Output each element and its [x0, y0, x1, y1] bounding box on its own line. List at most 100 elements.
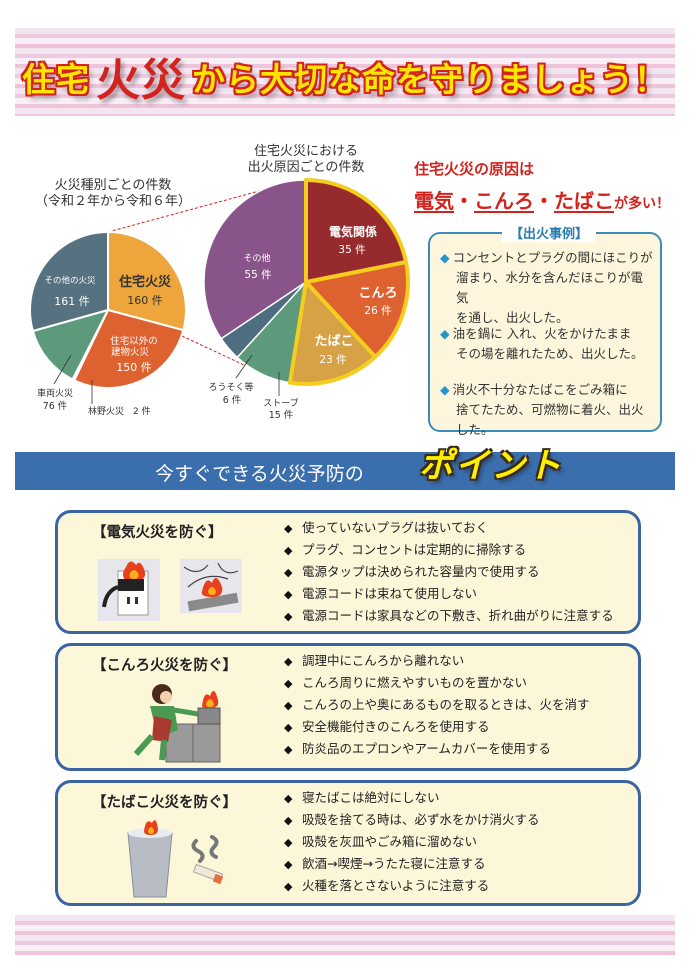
case-text: を通し、出火した。	[456, 310, 569, 325]
label-jutaku: 住宅火災	[119, 274, 172, 290]
diamond-bullet-icon: ◆	[284, 588, 293, 601]
diamond-bullet-icon: ◆	[440, 326, 450, 341]
leader-rousoku	[235, 354, 253, 379]
tangled-cords-icon	[183, 562, 239, 588]
section-point-emphasis: ポイント	[419, 446, 563, 486]
right-chart-title-line2: 出火原因ごとの件数	[247, 160, 365, 175]
slice-sonota-kasai	[29, 230, 109, 333]
tip-item: ◆ 吸殻を捨てる時は、必ず水をかけ消火する	[284, 809, 540, 831]
case-text: 消火不十分なたばこをごみ箱に	[452, 382, 628, 397]
tip-item: ◆ 飲酒→喫煙→うたた寝に注意する	[284, 853, 540, 875]
section-text: 今すぐできる火災予防の	[155, 463, 364, 485]
case-text: その場を離れたため、出火した。	[456, 346, 644, 361]
value-konro: 26 件	[364, 305, 391, 317]
causes-line2: 電気・こんろ・たばこが多い！	[414, 185, 670, 214]
tip-text: 安全機能付きのこんろを使用する	[302, 719, 490, 734]
value-rousoku: 6 件	[223, 394, 242, 406]
outlet-hole-icon	[127, 597, 130, 604]
diamond-bullet-icon: ◆	[284, 792, 293, 805]
tip-card-electric: 【電気火災を防ぐ】 ◆ 使っていないプラグは抜いておく ◆ プラグ、コンセントは定期…	[55, 510, 641, 634]
value-stove: 15 件	[269, 409, 294, 421]
tip-item: ◆ 調理中にこんろから離れない	[284, 650, 590, 672]
diamond-bullet-icon: ◆	[284, 814, 293, 827]
cause-tabako: たばこ	[554, 189, 614, 213]
tip-list: ◆ 調理中にこんろから離れない ◆ こんろ周りに燃えやすいものを置かない ◆ こんろの…	[284, 650, 590, 760]
left-chart-title-line1: 火災種別ごとの件数	[54, 178, 172, 193]
tip-card-konro: 【こんろ火災を防ぐ】 ◆ 調理中にこんろから離れない ◆ こんろ周りに燃えやすいもの…	[55, 643, 641, 771]
slice-jutaku-igai	[72, 308, 185, 389]
person-face-icon	[160, 691, 172, 703]
plug-icon	[118, 579, 144, 591]
causes-line1: 住宅火災の原因は	[414, 160, 535, 178]
value-sonota-kasai: 161 件	[54, 295, 90, 308]
flame-inner-icon	[148, 827, 154, 834]
label-konro: こんろ	[358, 286, 397, 301]
cigarette-filter	[212, 873, 224, 885]
label-tabako: たばこ	[314, 334, 353, 349]
flame-inner-icon	[129, 570, 139, 579]
causes-suffix: が多い！	[614, 196, 670, 212]
label-sonota: その他	[243, 252, 270, 264]
konro-fire-illustration	[133, 684, 221, 763]
connector-line-top	[107, 189, 264, 233]
case-item: ◆ 消火不十分なたばこをごみ箱に 捨てたため、可燃物に着火、出火した。	[440, 380, 654, 440]
diamond-bullet-icon: ◆	[284, 522, 293, 535]
left-pie	[29, 230, 187, 389]
causes-headline: 住宅火災の原因は 電気・こんろ・たばこが多い！	[414, 158, 670, 214]
bottom-banner	[15, 915, 675, 955]
tip-item: ◆ こんろの上や奥にあるものを取るときは、火を消す	[284, 694, 590, 716]
left-chart-title: 火災種別ごとの件数 （令和２年から令和６年）	[28, 178, 198, 210]
title-pre: 住宅	[22, 60, 90, 99]
tip-text: 使っていないプラグは抜いておく	[302, 520, 489, 535]
smoke-icon	[191, 835, 219, 863]
outlet-hole-icon	[135, 597, 138, 604]
tip-item: ◆ 防炎品のエプロンやアームカバーを使用する	[284, 738, 590, 760]
diamond-bullet-icon: ◆	[440, 250, 450, 265]
diamond-bullet-icon: ◆	[284, 566, 293, 579]
tip-item: ◆ 吸殻を灰皿やごみ箱に溜めない	[284, 831, 540, 853]
person-legs-icon	[133, 734, 167, 761]
leader-sharyo	[53, 354, 72, 385]
page-title: 住宅 火災 から大切な命を守りましょう！	[0, 44, 690, 108]
value-denki: 35 件	[338, 244, 365, 256]
pie-charts: 住宅火災 160 件 その他の火災 161 件 住宅以外の 建物火災 150 件…	[29, 178, 410, 421]
flame-inner-icon	[206, 699, 214, 707]
label-igai-2: 建物火災	[111, 346, 150, 358]
tip-text: 吸殻を捨てる時は、必ず水をかけ消火する	[302, 812, 540, 827]
tip-text: 防炎品のエプロンやアームカバーを使用する	[302, 741, 551, 756]
tip-heading: 【電気火災を防ぐ】	[92, 525, 223, 541]
label-igai-1: 住宅以外の	[110, 335, 158, 347]
right-chart-title-line1: 住宅火災における	[253, 144, 358, 159]
tip-heading: 【たばこ火災を防ぐ】	[92, 795, 237, 811]
tip-text: 寝たばこは絶対にしない	[302, 790, 440, 805]
tip-list: ◆ 寝たばこは絶対にしない ◆ 吸殻を捨てる時は、必ず水をかけ消火する ◆ 吸殻を灰皿…	[284, 787, 540, 897]
label-denki: 電気関係	[329, 224, 377, 239]
diamond-bullet-icon: ◆	[284, 743, 293, 756]
diamond-bullet-icon: ◆	[284, 858, 293, 871]
burner-icon	[197, 707, 221, 725]
prevention-section-header: 今すぐできる火災予防の ポイント	[15, 446, 675, 490]
fire-cases-label: 【出火事例】	[502, 223, 597, 242]
value-igai: 150 件	[116, 361, 152, 374]
person-arm-icon	[173, 707, 199, 717]
diamond-bullet-icon: ◆	[284, 677, 293, 690]
slice-denki	[304, 178, 408, 284]
cause-denki: 電気	[414, 189, 454, 213]
case-item: ◆ 油を鍋に 入れ、火をかけたまま その場を離れたため、出火した。	[440, 324, 654, 364]
case-text: 油を鍋に 入れ、火をかけたまま	[452, 326, 632, 341]
value-sharyo: 76 件	[43, 400, 68, 412]
tip-item: ◆ 寝たばこは絶対にしない	[284, 787, 540, 809]
tip-item: ◆ 安全機能付きのこんろを使用する	[284, 716, 590, 738]
tip-item: ◆ 電源コードは束ねて使用しない	[284, 583, 614, 605]
tip-card-tabako: 【たばこ火災を防ぐ】 ◆ 寝たばこは絶対にしない ◆ 吸殻を捨てる時は、必ず水をかけ…	[55, 780, 641, 906]
label-sonota-kasai: その他の火災	[44, 275, 96, 286]
right-chart-title: 住宅火災における 出火原因ごとの件数	[236, 144, 376, 176]
value-jutaku: 160 件	[127, 294, 163, 307]
label-stove: ストーブ	[263, 397, 298, 409]
tip-text: こんろの上や奥にあるものを取るときは、火を消す	[302, 697, 590, 712]
tip-text: プラグ、コンセントは定期的に掃除する	[302, 542, 527, 557]
diamond-bullet-icon: ◆	[284, 880, 293, 893]
electric-fire-illustration	[98, 559, 242, 621]
power-strip-icon	[187, 592, 239, 612]
right-pie	[203, 178, 410, 386]
